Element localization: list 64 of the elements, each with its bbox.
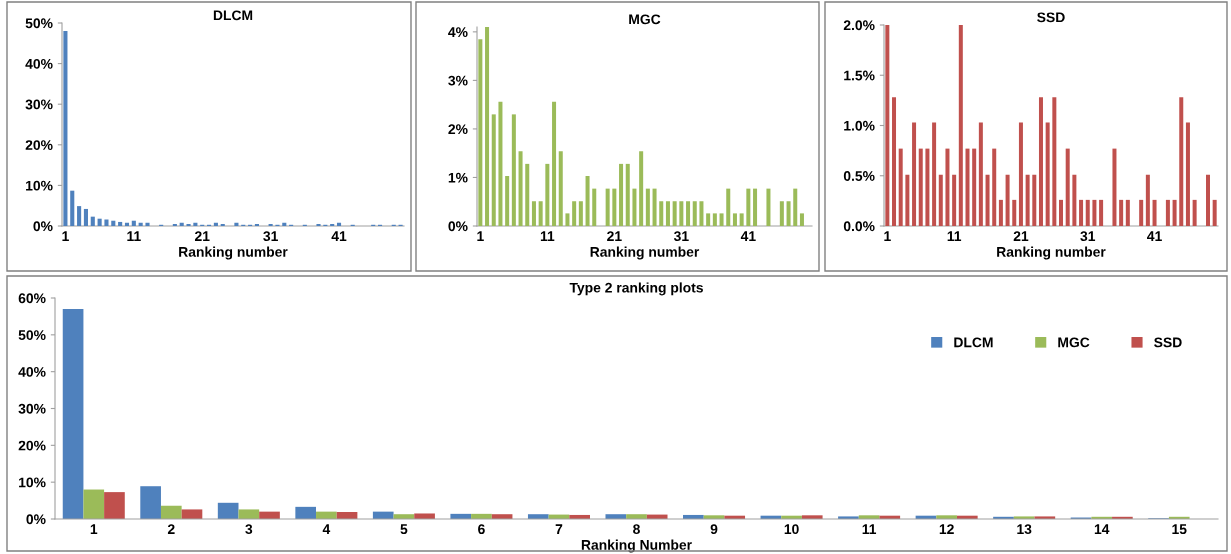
legend-label: DLCM — [954, 337, 993, 348]
y-tick-label: 40% — [18, 367, 46, 377]
x-tick-label: 14 — [1094, 524, 1110, 534]
x-tick-label: 41 — [331, 231, 347, 241]
y-tick-label: 0.0% — [843, 221, 875, 232]
y-tick-label: 40% — [25, 58, 53, 69]
y-tick-label: 0% — [33, 221, 53, 232]
x-tick-label: 5 — [400, 524, 408, 535]
y-tick-label: 3% — [448, 75, 468, 86]
y-tick-label: 1.0% — [844, 120, 875, 131]
x-tick-label: 6 — [478, 524, 485, 535]
y-tick-label: 0% — [26, 514, 46, 525]
x-tick-label: 12 — [939, 524, 954, 534]
x-tick-label: 10 — [784, 524, 799, 535]
x-tick-label: 31 — [263, 231, 278, 242]
y-tick-label: 50% — [18, 330, 46, 340]
chart-title: SSD — [1037, 12, 1065, 23]
y-tick-label: 30% — [18, 403, 46, 414]
x-tick-label: 7 — [555, 524, 563, 534]
chart-title: Type 2 ranking plots — [569, 282, 703, 296]
x-tick-label: 1 — [884, 231, 891, 241]
x-tick-label: 2 — [167, 524, 175, 534]
legend-label: SSD — [1154, 337, 1182, 348]
y-tick-label: 2% — [448, 124, 468, 135]
x-tick-label: 11 — [127, 231, 141, 241]
y-tick-label: 30% — [25, 99, 53, 110]
y-tick-label: 50% — [25, 18, 53, 29]
y-tick-label: 1% — [448, 172, 468, 183]
x-tick-label: 3 — [245, 524, 253, 535]
x-tick-label: 9 — [710, 524, 718, 535]
x-tick-label: 11 — [947, 231, 962, 241]
x-tick-label: 21 — [607, 231, 622, 241]
x-tick-label: 31 — [673, 231, 689, 242]
x-axis-title: Ranking number — [590, 246, 700, 260]
x-tick-label: 1 — [477, 231, 484, 241]
y-tick-label: 20% — [18, 440, 46, 451]
x-axis-title: Ranking number — [997, 246, 1106, 260]
x-tick-label: 1 — [90, 524, 98, 534]
legend-label: MGC — [1058, 337, 1090, 348]
x-tick-label: 21 — [1013, 231, 1029, 241]
y-tick-label: 0% — [448, 221, 468, 232]
x-tick-label: 41 — [1147, 231, 1162, 241]
x-tick-label: 41 — [740, 231, 756, 241]
x-tick-label: 31 — [1080, 231, 1096, 242]
x-tick-label: 15 — [1172, 524, 1187, 535]
y-tick-label: 10% — [19, 477, 46, 488]
x-axis-title: Ranking number — [179, 246, 288, 260]
chart-title: MGC — [629, 14, 661, 25]
x-tick-label: 11 — [862, 524, 877, 534]
y-tick-label: 20% — [25, 140, 53, 150]
x-tick-label: 1 — [62, 231, 69, 241]
y-tick-label: 1.5% — [844, 70, 875, 81]
y-tick-label: 10% — [26, 180, 53, 191]
x-tick-label: 11 — [540, 231, 555, 241]
y-tick-label: 2.0% — [843, 20, 875, 31]
x-tick-label: 8 — [633, 524, 640, 535]
x-tick-label: 4 — [322, 524, 331, 534]
x-tick-label: 21 — [194, 231, 210, 241]
x-tick-label: 13 — [1017, 524, 1032, 535]
y-tick-label: 0.5% — [843, 171, 875, 181]
y-tick-label: 60% — [18, 293, 46, 304]
x-axis-title: Ranking Number — [581, 539, 692, 553]
y-tick-label: 4% — [448, 27, 468, 37]
chart-title: DLCM — [213, 10, 253, 21]
